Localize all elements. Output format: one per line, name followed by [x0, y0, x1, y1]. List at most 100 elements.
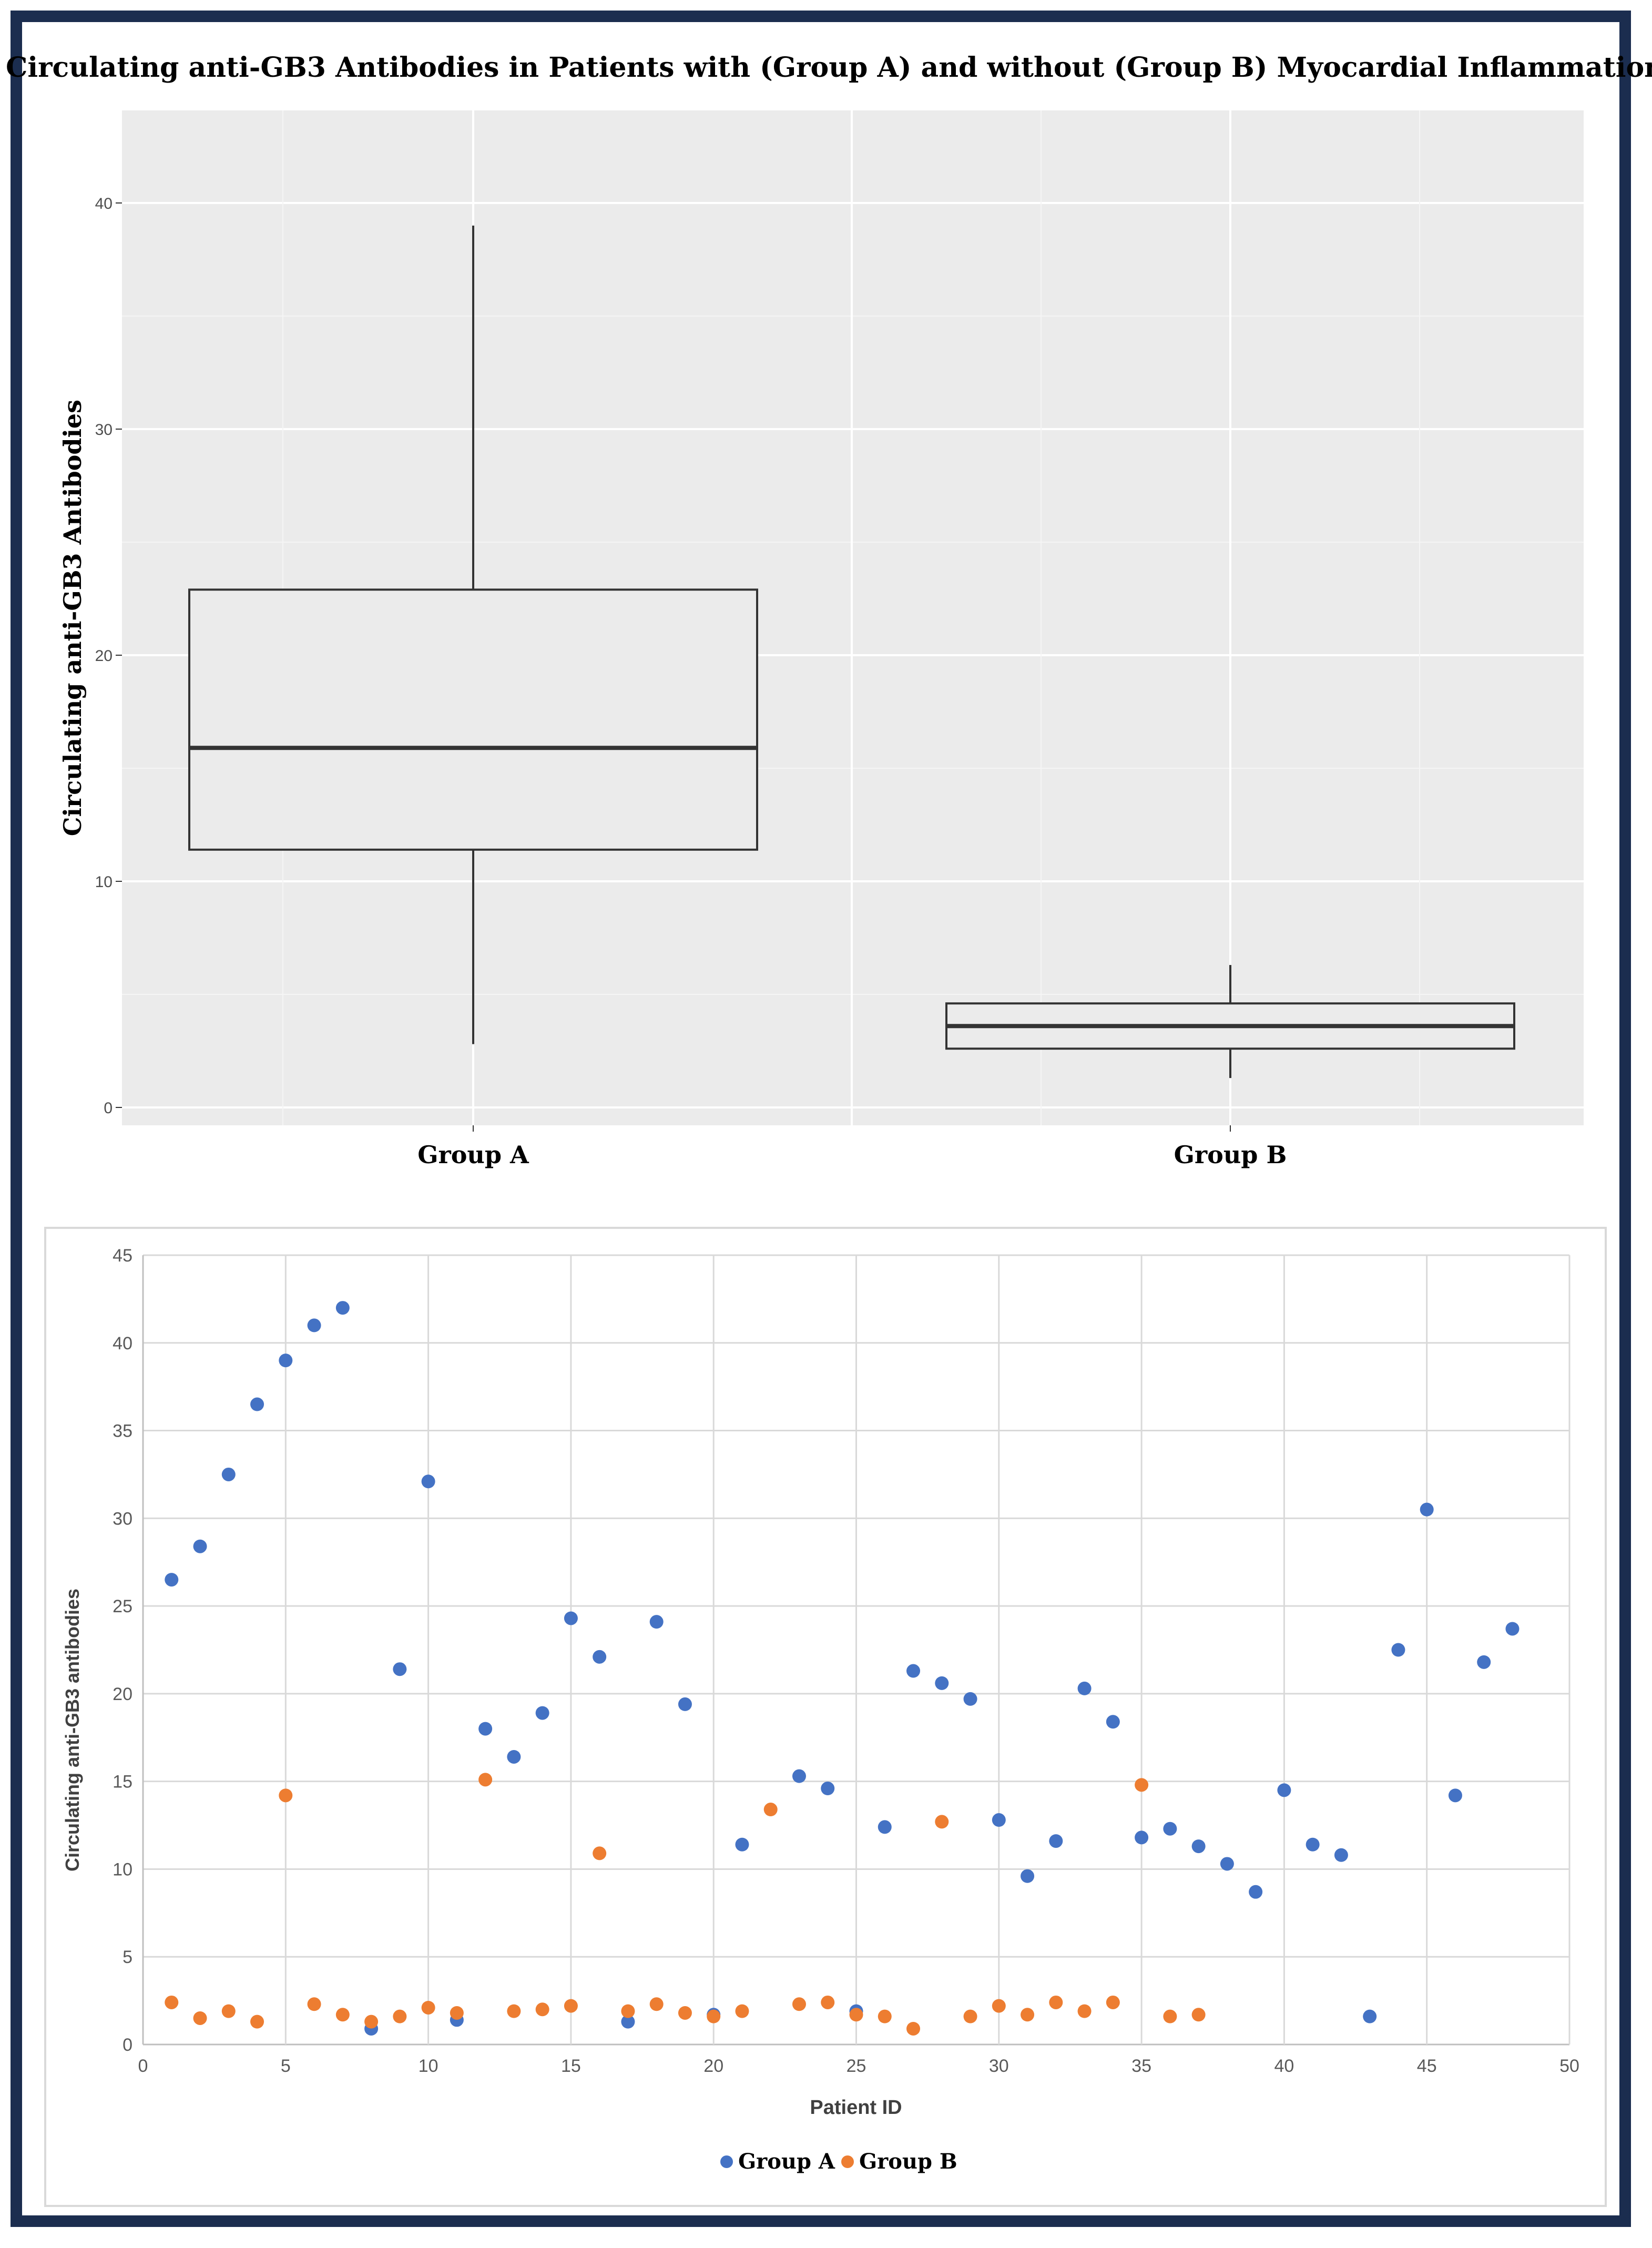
- scatter-point-group-a: [678, 1697, 692, 1711]
- scatter-point-group-b: [1163, 2009, 1177, 2023]
- scatter-point-group-a: [1049, 1834, 1063, 1848]
- scatter-x-tick-label: 35: [1131, 2056, 1151, 2076]
- box-y-tick-label: 10: [95, 873, 113, 891]
- scatter-point-group-b: [393, 2009, 407, 2023]
- scatter-point-group-b: [193, 2011, 207, 2025]
- scatter-point-group-a: [1249, 1885, 1263, 1899]
- scatter-y-tick-label: 30: [113, 1509, 132, 1529]
- scatter-point-group-b: [221, 2004, 236, 2018]
- box-y-axis-label: Circulating anti-GB3 Antibodies: [58, 400, 87, 836]
- scatter-point-group-b: [935, 1815, 949, 1829]
- scatter-point-group-a: [1363, 2009, 1377, 2023]
- scatter-point-group-a: [1391, 1643, 1405, 1657]
- scatter-point-group-a: [564, 1611, 578, 1625]
- box-chart-title: Circulating anti-GB3 Antibodies in Patie…: [6, 52, 1652, 84]
- box-y-tick-label: 40: [95, 195, 113, 212]
- scatter-y-tick-label: 15: [113, 1772, 132, 1792]
- scatter-point-group-b: [906, 2021, 921, 2036]
- scatter-point-group-a: [1505, 1622, 1520, 1636]
- scatter-point-group-a: [1163, 1822, 1177, 1836]
- scatter-point-group-a: [1420, 1502, 1434, 1517]
- scatter-point-group-a: [963, 1692, 977, 1706]
- scatter-x-tick-label: 40: [1274, 2056, 1294, 2076]
- scatter-point-group-b: [507, 2004, 521, 2018]
- scatter-point-group-b: [963, 2009, 977, 2023]
- scatter-point-group-a: [221, 1467, 236, 1481]
- scatter-point-group-a: [535, 1706, 549, 1720]
- scatter-point-group-b: [678, 2006, 692, 2020]
- scatter-y-tick-label: 5: [123, 1947, 132, 1967]
- scatter-point-group-b: [250, 2015, 264, 2029]
- scatter-point-group-b: [450, 2006, 464, 2020]
- scatter-x-ticks: 0 5 10 15 20 25 30 35 40 45 50: [138, 2056, 1579, 2076]
- scatter-point-group-a: [1477, 1655, 1491, 1669]
- scatter-point-group-b: [1021, 2008, 1035, 2022]
- scatter-point-group-b: [307, 1997, 321, 2011]
- scatter-y-tick-label: 0: [123, 2035, 132, 2055]
- scatter-point-group-b: [478, 1773, 493, 1787]
- scatter-y-tick-label: 45: [113, 1246, 132, 1266]
- legend-marker: [720, 2155, 733, 2168]
- scatter-point-group-b: [535, 2002, 549, 2017]
- scatter-point-group-a: [735, 1837, 749, 1852]
- scatter-point-group-a: [393, 1662, 407, 1676]
- scatter-point-group-a: [279, 1354, 293, 1368]
- scatter-y-tick-label: 40: [113, 1334, 132, 1354]
- scatter-point-group-b: [878, 2009, 892, 2023]
- scatter-point-group-b: [621, 2004, 635, 2018]
- scatter-grid: [142, 1254, 1571, 2046]
- box-y-tick-label: 20: [95, 647, 113, 665]
- scatter-point-group-a: [878, 1820, 892, 1834]
- scatter-point-group-a: [1220, 1857, 1234, 1871]
- legend-marker: [841, 2155, 854, 2168]
- scatter-x-axis-label: Patient ID: [810, 2097, 902, 2119]
- scatter-point-group-a: [1021, 1869, 1035, 1883]
- scatter-point-group-b: [1106, 1995, 1120, 2009]
- scatter-point-group-a: [1448, 1788, 1462, 1803]
- scatter-chart-area: [44, 1227, 1607, 2207]
- scatter-point-group-a: [1135, 1830, 1149, 1845]
- scatter-x-tick-label: 15: [561, 2056, 581, 2076]
- scatter-point-group-b: [1077, 2004, 1092, 2018]
- scatter-x-tick-label: 5: [281, 2056, 291, 2076]
- scatter-point-group-b: [279, 1788, 293, 1803]
- scatter-x-tick-label: 45: [1417, 2056, 1437, 2076]
- box-x-tick-label: Group B: [1174, 1141, 1287, 1169]
- scatter-point-group-a: [906, 1664, 921, 1678]
- scatter-point-group-a: [250, 1397, 264, 1411]
- box-y-tick-label: 0: [104, 1100, 113, 1117]
- scatter-point-group-a: [1106, 1715, 1120, 1729]
- scatter-x-tick-label: 0: [138, 2056, 148, 2076]
- scatter-x-tick-label: 30: [989, 2056, 1009, 2076]
- scatter-y-tick-label: 35: [113, 1421, 132, 1441]
- scatter-point-group-b: [593, 1846, 607, 1860]
- scatter-points: [165, 1301, 1520, 2036]
- scatter-point-group-a: [992, 1813, 1006, 1827]
- scatter-point-group-b: [1049, 1995, 1063, 2009]
- legend-label: Group B: [859, 2149, 957, 2174]
- scatter-x-tick-label: 25: [847, 2056, 866, 2076]
- box-plot-y-ticks: 0 10 20 30 40: [95, 195, 122, 1117]
- scatter-point-group-a: [1334, 1848, 1348, 1862]
- scatter-point-group-b: [165, 1995, 179, 2009]
- scatter-point-group-a: [1191, 1839, 1206, 1854]
- scatter-point-group-b: [849, 2008, 863, 2022]
- scatter-point-group-a: [593, 1650, 607, 1664]
- scatter-point-group-b: [364, 2015, 379, 2029]
- scatter-x-tick-label: 10: [419, 2056, 439, 2076]
- scatter-point-group-a: [421, 1474, 435, 1489]
- scatter-point-group-a: [165, 1573, 179, 1587]
- scatter-point-group-b: [707, 2009, 721, 2023]
- scatter-point-group-a: [792, 1769, 806, 1783]
- scatter-point-group-a: [935, 1676, 949, 1690]
- box-iqr-rect: [188, 588, 758, 851]
- scatter-point-group-a: [621, 2015, 635, 2029]
- scatter-point-group-a: [1306, 1837, 1320, 1852]
- scatter-point-group-a: [1077, 1681, 1092, 1695]
- scatter-point-group-b: [821, 1995, 835, 2009]
- scatter-point-group-b: [1135, 1778, 1149, 1792]
- box-plot-x-ticks: Group A Group B: [417, 1125, 1287, 1169]
- scatter-point-group-b: [421, 2000, 435, 2015]
- scatter-point-group-a: [307, 1318, 321, 1332]
